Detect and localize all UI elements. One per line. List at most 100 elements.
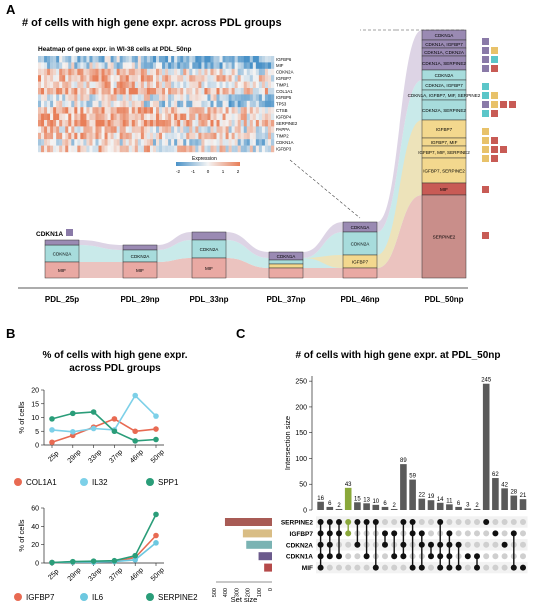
heatmap-cell: [192, 75, 196, 82]
heatmap-cell: [249, 94, 254, 101]
heatmap-cell: [53, 81, 57, 89]
heatmap-cell: [56, 126, 60, 133]
heatmap-cell: [177, 132, 181, 140]
matrix-dot: [520, 519, 526, 525]
heatmap-cell: [258, 68, 263, 76]
heatmap-cell: [83, 145, 87, 153]
heatmap-cell: [237, 120, 241, 127]
heatmap-cell: [143, 107, 148, 114]
heatmap-cell: [192, 56, 196, 63]
heatmap-cell: [255, 62, 260, 69]
heatmap-cell: [104, 81, 108, 89]
heatmap-cell: [264, 139, 269, 146]
heatmap-cell: [171, 107, 175, 114]
heatmap-cell: [53, 120, 57, 127]
heatmap-cell: [258, 100, 263, 108]
matrix-dot: [418, 519, 425, 525]
heatmap-cell: [264, 113, 269, 121]
box-50np-7-label: CDKN2A, SERPINE2: [422, 108, 466, 113]
heatmap-cell: [258, 139, 263, 146]
heatmap-cell: [195, 113, 199, 121]
heatmap-cell: [74, 56, 78, 63]
heatmap-cell: [261, 145, 266, 153]
heatmap-cell: [219, 113, 223, 121]
heatmap-cell: [38, 56, 42, 63]
heatmap-cell: [183, 132, 187, 140]
box-50np-11: [421, 157, 467, 184]
heatmap-cell: [192, 62, 196, 69]
heatmap-cell: [119, 68, 123, 76]
heatmap-cell: [183, 139, 187, 146]
heatmap-cell: [149, 126, 154, 133]
matrix-dot: [363, 564, 370, 571]
heatmap-cell: [113, 113, 117, 121]
series-point: [153, 426, 159, 432]
heatmap-cell: [165, 81, 169, 89]
box-50np-13-label: SERPINE2: [433, 235, 456, 240]
heatmap-cell: [62, 100, 66, 108]
heatmap-cell: [195, 81, 199, 89]
heatmap-cell: [171, 132, 175, 140]
heatmap-cell: [53, 68, 57, 76]
box-50np-0-label: CDKN1A: [435, 33, 455, 38]
heatmap-cell: [152, 107, 157, 114]
heatmap-cell: [243, 75, 247, 82]
heatmap-cell: [71, 107, 75, 114]
heatmap-cell: [128, 68, 132, 76]
heatmap-cell: [234, 107, 238, 114]
heatmap-cell: [83, 81, 87, 89]
heatmap-cell: [74, 75, 78, 82]
heatmap-cell: [137, 94, 142, 101]
heatmap-cell: [186, 132, 190, 140]
heatmap-cell: [165, 100, 169, 108]
heatmap-cell: [204, 113, 208, 121]
heatmap-cell: [74, 81, 78, 89]
heatmap-cell: [198, 88, 202, 95]
heatmap-cell: [113, 75, 117, 82]
series-point: [111, 557, 118, 564]
heatmap-cell: [113, 120, 117, 127]
heatmap-cell: [189, 120, 193, 127]
side-marker: [482, 47, 489, 54]
y-tick-label: 15: [31, 401, 39, 408]
heatmap-cell: [92, 145, 96, 153]
heatmap-cell: [246, 107, 250, 114]
heatmap-cell: [149, 139, 154, 146]
heatmap-cell: [171, 126, 175, 133]
heatmap-cell: [92, 56, 96, 63]
heatmap-cell: [80, 68, 84, 76]
heatmap-cell: [168, 94, 172, 101]
heatmap-cell: [264, 132, 269, 140]
heatmap-cell: [234, 139, 238, 146]
intersection-bar: [446, 504, 453, 510]
intersection-bar-label: 2: [475, 503, 479, 509]
heatmap-cell: [65, 100, 69, 108]
heatmap-cell: [249, 139, 254, 146]
heatmap-cell: [165, 120, 169, 127]
heatmap-cell: [249, 68, 254, 76]
heatmap-cell: [183, 81, 187, 89]
heatmap-cell: [174, 113, 178, 121]
heatmap-cell: [68, 120, 72, 127]
heatmap-cell: [225, 68, 229, 76]
heatmap-cell: [101, 120, 105, 127]
x-tick-label: 25p: [47, 450, 60, 463]
heatmap-cell: [231, 62, 235, 69]
heatmap-cell: [152, 100, 157, 108]
heatmap-cell: [41, 100, 45, 108]
heatmap-cell: [222, 68, 226, 76]
set-size-tick: 200: [246, 588, 252, 597]
intersection-bar: [418, 498, 426, 510]
heatmap-cell: [44, 56, 48, 63]
heatmap-cell: [38, 107, 42, 114]
heatmap-cell: [134, 107, 139, 114]
intersection-bar-label: 43: [345, 482, 352, 488]
cdkn1a-side-swatch: [66, 229, 73, 236]
matrix-dot: [326, 564, 333, 571]
side-marker: [482, 232, 489, 239]
heatmap-cell: [89, 113, 93, 121]
heatmap-cell: [234, 126, 238, 133]
x-tick-label: 46np: [129, 449, 145, 465]
matrix-dot: [520, 564, 526, 571]
heatmap-cell: [204, 107, 208, 114]
